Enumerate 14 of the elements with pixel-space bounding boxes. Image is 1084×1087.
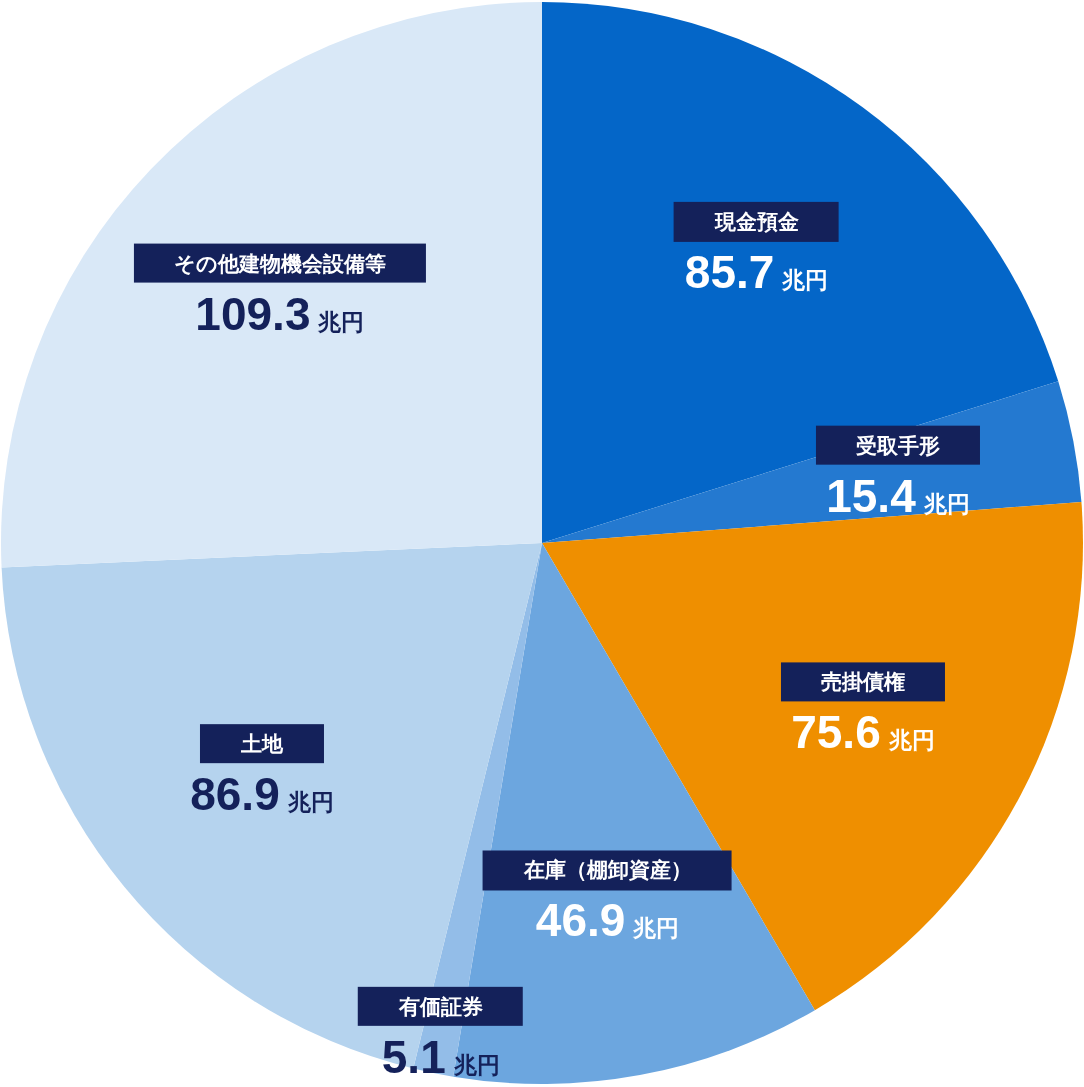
- data-label: 86.9 兆円: [190, 768, 334, 821]
- data-label: 46.9 兆円: [535, 894, 680, 947]
- slice-label: 売掛債権: [820, 670, 905, 694]
- slice-label: 有価証券: [397, 994, 483, 1018]
- slice-label: 現金預金: [713, 209, 799, 234]
- data-label: 85.7 兆円: [684, 245, 829, 298]
- slice-label: 受取手形: [855, 433, 940, 457]
- data-label: 5.1 兆円: [381, 1030, 500, 1083]
- data-label: 109.3 兆円: [195, 287, 365, 340]
- slice-label: その他建物機会設備等: [173, 251, 386, 275]
- data-label: 75.6 兆円: [791, 706, 935, 759]
- data-label: 15.4 兆円: [826, 469, 970, 522]
- slice-label: 土地: [239, 732, 284, 756]
- slice-label: 在庫（棚卸資産）: [522, 858, 692, 883]
